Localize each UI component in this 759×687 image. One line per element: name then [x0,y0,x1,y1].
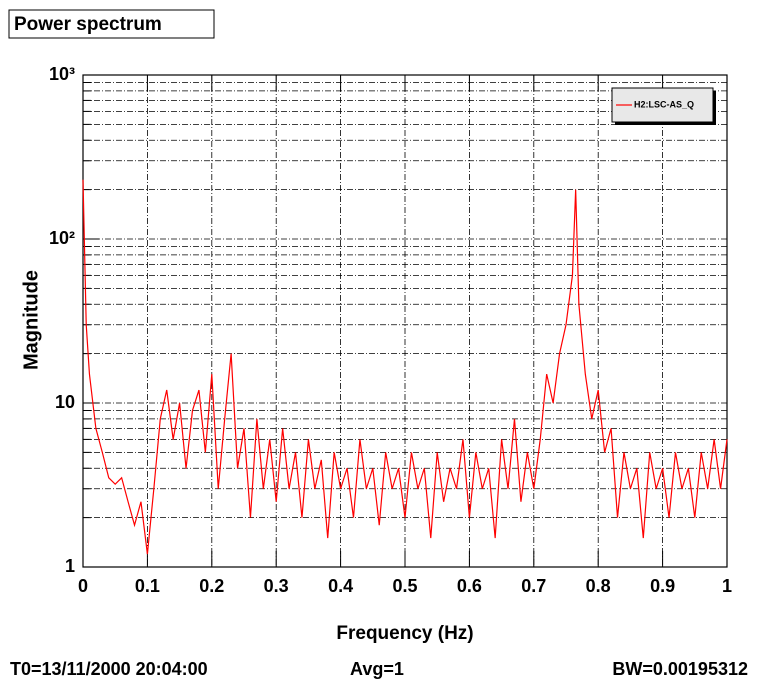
x-tick-label: 0.3 [264,576,289,596]
y-tick-label: 10² [49,228,75,248]
footer-bw: BW=0.00195312 [612,659,748,679]
x-tick-label: 0.4 [328,576,353,596]
x-tick-label: 0.6 [457,576,482,596]
y-tick-label: 10 [55,392,75,412]
x-tick-label: 0.1 [135,576,160,596]
x-tick-label: 0.2 [199,576,224,596]
x-axis-label: Frequency (Hz) [336,623,473,644]
title-box [8,9,215,39]
x-tick-label: 0 [78,576,88,596]
x-tick-label: 0.7 [521,576,546,596]
y-axis-label: Magnitude [20,270,42,370]
x-tick-label: 1 [722,576,732,596]
footer-avg: Avg=1 [350,659,404,679]
series-line [82,179,728,555]
y-tick-label: 1 [65,556,75,576]
footer-t0: T0=13/11/2000 20:04:00 [10,659,208,679]
x-tick-label: 0.9 [650,576,675,596]
x-tick-label: 0.5 [392,576,417,596]
legend-label: H2:LSC-AS_Q [634,99,694,109]
x-tick-label: 0.8 [586,576,611,596]
y-tick-label: 10³ [49,64,75,84]
plot-frame [82,74,728,568]
chart-title: Power spectrum [14,14,162,35]
